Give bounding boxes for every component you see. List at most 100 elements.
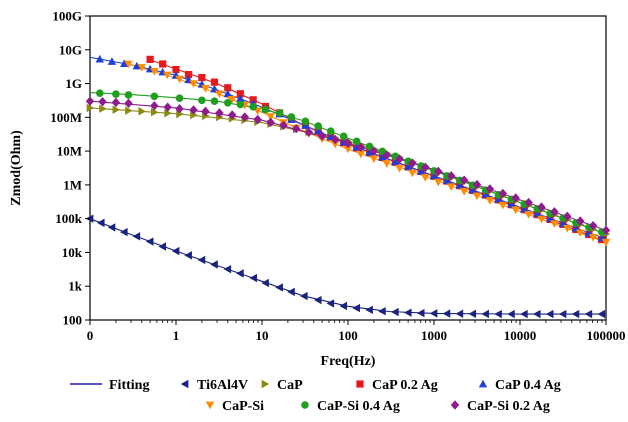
legend: Fitting Ti6Al4V CaP CaP 0.2 Ag CaP 0.4 Ag CaP… (70, 378, 561, 414)
marker-cap-si-0-4-ag (198, 96, 206, 105)
marker-cap-0-4-ag (494, 195, 503, 203)
marker-cap (138, 107, 146, 116)
marker-cap-si-0-2-ag (227, 110, 237, 120)
legend-marker-cap-si-0-2-ag (450, 400, 460, 410)
marker-ti6al4v (184, 251, 192, 260)
marker-ti6al4v (455, 309, 464, 318)
marker-cap-si-0-4-ag (339, 132, 348, 141)
y-tick-label: 100 (63, 313, 83, 328)
legend-label-cap-si-0-2-ag: CaP-Si 0.2 Ag (467, 399, 550, 414)
marker-cap-0-4-ag (468, 185, 477, 194)
marker-cap-si-0-2-ag (240, 112, 249, 122)
marker-ti6al4v (223, 264, 232, 274)
marker-cap-si (395, 164, 404, 173)
marker-cap-si (227, 96, 237, 104)
marker-ti6al4v (378, 307, 386, 316)
marker-cap-si (498, 201, 508, 210)
marker-cap-si-0-4-ag (365, 142, 374, 151)
marker-cap (176, 109, 184, 119)
data-markers (85, 54, 611, 319)
marker-ti6al4v (352, 303, 360, 313)
marker-cap-si (356, 150, 366, 159)
marker-cap-0-4-ag (223, 89, 232, 98)
marker-cap-si (485, 197, 495, 205)
marker-cap-si-0-4-ag (223, 98, 232, 107)
marker-cap-si-0-2-ag (279, 120, 288, 131)
marker-cap-0-4-ag (533, 209, 542, 218)
marker-cap-0-4-ag (416, 167, 426, 175)
marker-ti6al4v (584, 309, 593, 319)
x-tick-label: 100000 (587, 328, 626, 343)
marker-cap-si-0-2-ag (447, 171, 456, 181)
marker-ti6al4v (275, 283, 283, 292)
marker-cap-si-0-4-ag (249, 103, 257, 111)
marker-ti6al4v (120, 227, 128, 237)
marker-cap-si-0-4-ag (175, 94, 184, 102)
x-tick-label: 0 (87, 328, 94, 343)
marker-ti6al4v (520, 309, 528, 319)
marker-cap-0-4-ag (365, 148, 374, 156)
marker-cap-si-0-2-ag (537, 202, 546, 212)
marker-cap-0-4-ag (455, 180, 464, 189)
x-axis-title: Freq(Hz) (321, 354, 376, 369)
marker-cap-si (382, 160, 391, 168)
marker-cap-si-0-2-ag (395, 154, 404, 164)
legend-label-cap: CaP (277, 378, 303, 393)
marker-cap-si-0-2-ag (408, 158, 417, 168)
marker-cap-si (189, 80, 198, 88)
marker-cap-si-0-4-ag (275, 109, 284, 117)
legend-label-cap-si-0-4-ag: CaP-Si 0.4 Ag (317, 399, 400, 414)
legend-marker-ti6al4v (180, 379, 189, 389)
marker-cap-si-0-2-ag (356, 142, 366, 152)
marker-cap-0-2-ag (236, 90, 244, 98)
marker-cap-0-4-ag (120, 59, 129, 67)
marker-ti6al4v (300, 291, 308, 301)
marker-cap-si-0-4-ag (210, 97, 219, 106)
marker-cap-0-4-ag (429, 171, 439, 180)
marker-cap-0-4-ag (313, 126, 323, 135)
y-tick-label: 10M (57, 144, 82, 159)
marker-ti6al4v (365, 305, 373, 315)
marker-cap (125, 106, 133, 115)
marker-ti6al4v (416, 308, 425, 318)
marker-cap-si-0-4-ag (352, 137, 361, 146)
marker-cap-si-0-2-ag (111, 97, 121, 108)
marker-ti6al4v (558, 309, 567, 319)
marker-cap-0-4-ag (107, 57, 117, 65)
marker-ti6al4v (571, 309, 580, 319)
y-tick-label: 10G (59, 42, 82, 57)
marker-cap-0-4-ag (403, 162, 413, 170)
marker-cap-si (524, 211, 533, 219)
marker-cap-si (537, 215, 546, 224)
marker-cap-0-2-ag (159, 60, 167, 68)
marker-cap-si-0-4-ag (150, 92, 159, 101)
marker-cap-si (369, 155, 379, 164)
marker-cap-0-2-ag (146, 55, 154, 63)
marker-cap-si-0-2-ag (485, 184, 495, 194)
marker-cap-si (266, 113, 275, 121)
marker-cap-si-0-2-ag (343, 138, 353, 149)
legend-label-cap-si: CaP-Si (222, 399, 264, 414)
fit-line-cap-si-0-2-ag (89, 100, 607, 231)
marker-cap-si (511, 206, 520, 215)
marker-ti6al4v (545, 309, 554, 319)
marker-ti6al4v (287, 287, 295, 297)
marker-ti6al4v (442, 309, 451, 318)
marker-cap-si-0-4-ag (112, 90, 120, 98)
y-tick-label: 10k (62, 245, 83, 260)
marker-cap-si-0-2-ag (189, 105, 198, 115)
marker-cap-0-2-ag (184, 70, 193, 79)
marker-cap-si-0-2-ag (524, 197, 533, 208)
marker-cap-0-2-ag (172, 65, 180, 74)
marker-cap-si (550, 220, 559, 228)
y-tick-label: 100k (55, 211, 83, 226)
marker-ti6al4v (391, 307, 399, 317)
marker-ti6al4v (197, 255, 206, 265)
marker-ti6al4v (403, 308, 412, 317)
marker-cap-si (343, 145, 353, 154)
marker-cap-0-4-ag (442, 176, 452, 184)
marker-ti6al4v (249, 273, 258, 283)
marker-cap-si-0-2-ag (317, 131, 327, 141)
marker-ti6al4v (313, 295, 322, 305)
